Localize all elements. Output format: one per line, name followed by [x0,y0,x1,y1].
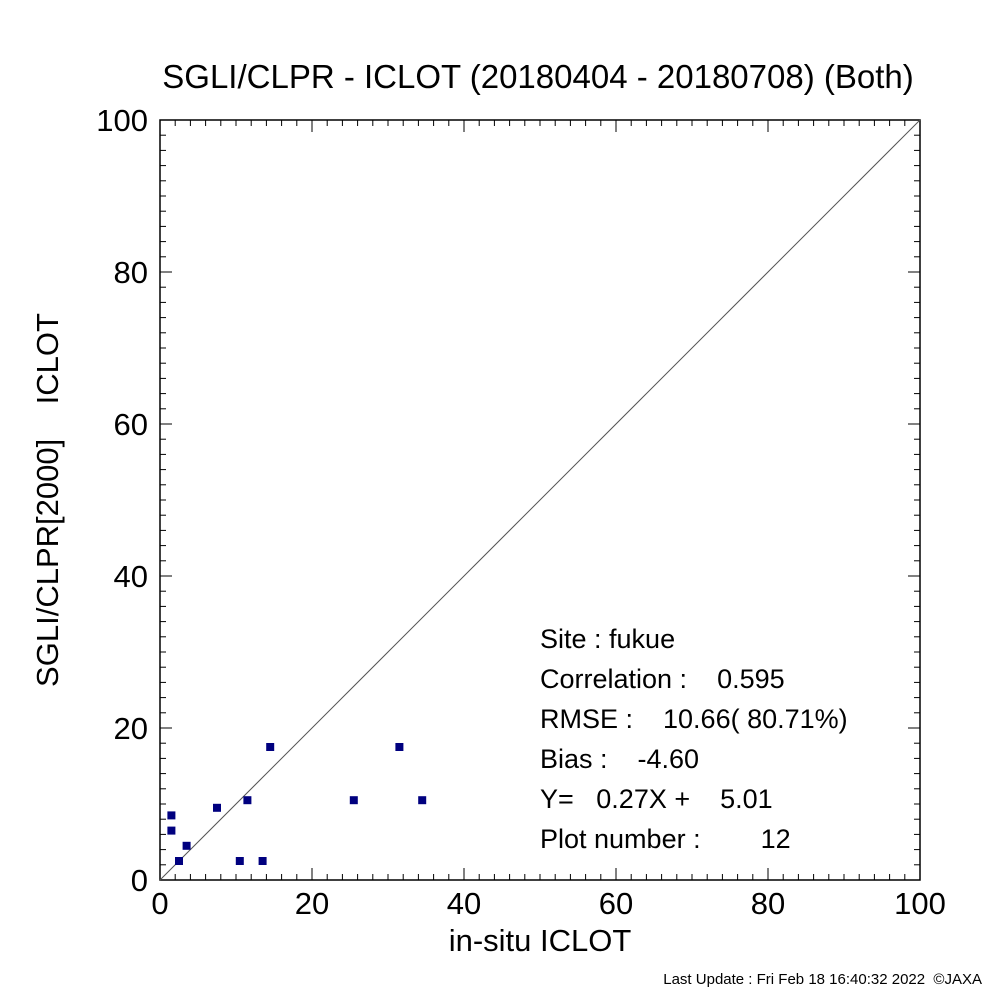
chart-title: SGLI/CLPR - ICLOT (20180404 - 20180708) … [162,58,913,95]
data-point [167,826,176,835]
data-point [235,857,244,865]
x-tick-label: 60 [599,886,633,921]
data-point [213,803,221,812]
data-point [395,743,404,751]
one-to-one-line [159,119,921,881]
y-tick-label: 40 [114,559,148,594]
y-tick-label: 0 [131,863,148,898]
data-points [167,743,427,865]
stat-regression: Y= 0.27X + 5.01 [540,784,773,814]
stat-rmse: RMSE : 10.66( 80.71%) [540,704,848,734]
stat-site: Site : fukue [540,624,675,654]
x-tick-label: 80 [751,886,785,921]
data-point [175,857,183,865]
stat-correlation: Correlation : 0.595 [540,664,785,694]
y-axis-label: SGLI/CLPR[2000] ICLOT [30,313,65,687]
data-point [349,796,358,805]
data-point [167,811,176,820]
stat-plot-number: Plot number : 12 [540,824,791,854]
data-point [266,743,275,751]
x-tick-label: 0 [151,886,168,921]
y-tick-label: 60 [114,407,148,442]
y-tick-label: 20 [114,711,148,746]
y-tick-label: 80 [114,255,148,290]
data-point [182,841,191,850]
axis-ticks [159,119,921,881]
x-tick-label: 40 [447,886,481,921]
axis-tick-labels: 0 20 40 60 80 100 0 20 40 60 80 100 [96,103,946,921]
data-point [243,796,252,805]
data-point [418,796,427,805]
footer-last-update: Last Update : Fri Feb 18 16:40:32 2022 ©… [663,971,982,988]
data-point [258,857,267,865]
stat-bias: Bias : -4.60 [540,744,699,774]
stats-box: Site : fukue Correlation : 0.595 RMSE : … [540,624,848,854]
x-tick-label: 100 [894,886,946,921]
x-tick-label: 20 [295,886,329,921]
y-tick-label: 100 [96,103,148,138]
x-axis-label: in-situ ICLOT [449,923,632,958]
